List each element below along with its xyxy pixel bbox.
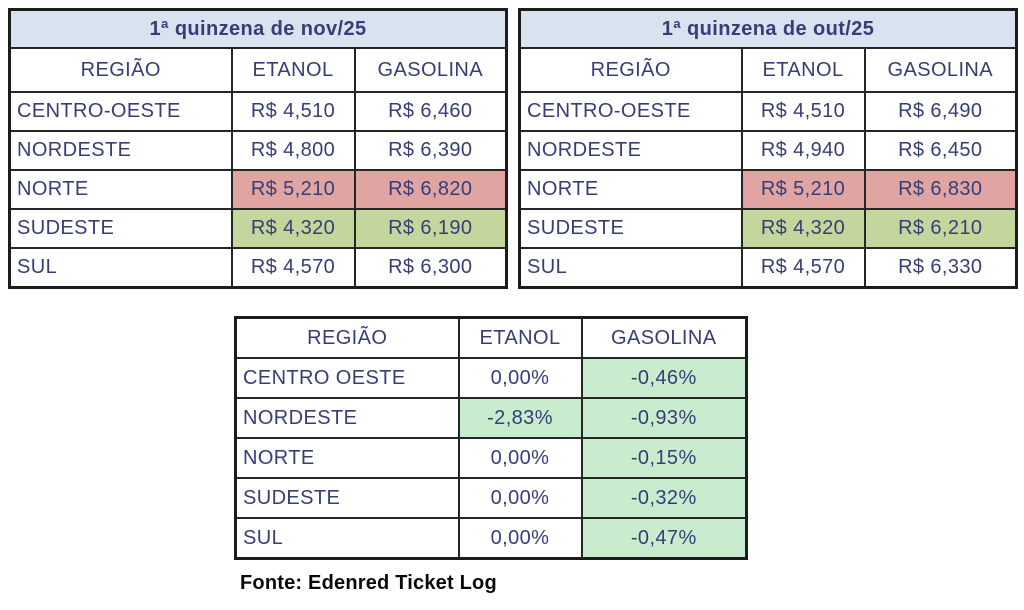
etanol-cell: R$ 4,510 bbox=[230, 91, 356, 132]
etanol-cell-lowest: R$ 4,320 bbox=[230, 208, 356, 249]
etanol-variation-cell: 0,00% bbox=[457, 437, 583, 479]
table-row: SUL R$ 4,570 R$ 6,300 bbox=[8, 247, 508, 289]
region-cell: NORTE bbox=[8, 169, 233, 210]
etanol-cell: R$ 4,510 bbox=[740, 91, 866, 132]
etanol-cell-highest: R$ 5,210 bbox=[740, 169, 866, 210]
gasolina-cell: R$ 6,460 bbox=[353, 91, 508, 132]
region-cell: SUDESTE bbox=[518, 208, 743, 249]
table-row: NORTE R$ 5,210 R$ 6,830 bbox=[518, 169, 1018, 210]
gasolina-cell: R$ 6,490 bbox=[863, 91, 1018, 132]
region-cell: CENTRO-OESTE bbox=[518, 91, 743, 132]
gasolina-cell: R$ 6,330 bbox=[863, 247, 1018, 289]
table-header-row: REGIÃO ETANOL GASOLINA bbox=[518, 47, 1018, 93]
column-header-regiao: REGIÃO bbox=[518, 47, 743, 93]
column-header-etanol: ETANOL bbox=[740, 47, 866, 93]
etanol-cell: R$ 4,570 bbox=[230, 247, 356, 289]
region-cell: NORDESTE bbox=[234, 397, 460, 439]
table-title: 1ª quinzena de nov/25 bbox=[8, 8, 508, 49]
region-cell: SUDESTE bbox=[8, 208, 233, 249]
table-row: NORTE R$ 5,210 R$ 6,820 bbox=[8, 169, 508, 210]
etanol-variation-cell: 0,00% bbox=[457, 517, 583, 560]
table-row: SUDESTE 0,00% -0,32% bbox=[234, 477, 748, 519]
region-cell: NORDESTE bbox=[518, 130, 743, 171]
gasolina-variation-cell: -0,32% bbox=[580, 477, 748, 519]
gasolina-cell: R$ 6,450 bbox=[863, 130, 1018, 171]
gasolina-variation-cell: -0,47% bbox=[580, 517, 748, 560]
table-row: SUDESTE R$ 4,320 R$ 6,210 bbox=[518, 208, 1018, 249]
column-header-etanol: ETANOL bbox=[457, 316, 583, 359]
table-row: SUL R$ 4,570 R$ 6,330 bbox=[518, 247, 1018, 289]
gasolina-cell: R$ 6,300 bbox=[353, 247, 508, 289]
table-title-row: 1ª quinzena de out/25 bbox=[518, 8, 1018, 49]
column-header-gasolina: GASOLINA bbox=[863, 47, 1018, 93]
gasolina-cell-lowest: R$ 6,190 bbox=[353, 208, 508, 249]
table-row: NORTE 0,00% -0,15% bbox=[234, 437, 748, 479]
region-cell: SUL bbox=[234, 517, 460, 560]
etanol-variation-cell: 0,00% bbox=[457, 357, 583, 399]
column-header-regiao: REGIÃO bbox=[8, 47, 233, 93]
region-cell: SUDESTE bbox=[234, 477, 460, 519]
gasolina-cell-highest: R$ 6,820 bbox=[353, 169, 508, 210]
table-row: NORDESTE -2,83% -0,93% bbox=[234, 397, 748, 439]
table-row: CENTRO-OESTE R$ 4,510 R$ 6,460 bbox=[8, 91, 508, 132]
gasolina-cell: R$ 6,390 bbox=[353, 130, 508, 171]
column-header-etanol: ETANOL bbox=[230, 47, 356, 93]
etanol-cell: R$ 4,800 bbox=[230, 130, 356, 171]
table-row: CENTRO OESTE 0,00% -0,46% bbox=[234, 357, 748, 399]
table-title: 1ª quinzena de out/25 bbox=[518, 8, 1018, 49]
region-cell: SUL bbox=[8, 247, 233, 289]
table-row: SUL 0,00% -0,47% bbox=[234, 517, 748, 560]
etanol-cell-highest: R$ 5,210 bbox=[230, 169, 356, 210]
table-header-row: REGIÃO ETANOL GASOLINA bbox=[8, 47, 508, 93]
table-out-quinzena: 1ª quinzena de out/25 REGIÃO ETANOL GASO… bbox=[518, 8, 1019, 289]
column-header-regiao: REGIÃO bbox=[234, 316, 460, 359]
gasolina-variation-cell: -0,15% bbox=[580, 437, 748, 479]
gasolina-variation-cell: -0,93% bbox=[580, 397, 748, 439]
table-header-row: REGIÃO ETANOL GASOLINA bbox=[234, 316, 748, 359]
source-note: Fonte: Edenred Ticket Log bbox=[240, 572, 497, 594]
table-row: SUDESTE R$ 4,320 R$ 6,190 bbox=[8, 208, 508, 249]
etanol-cell: R$ 4,570 bbox=[740, 247, 866, 289]
region-cell: NORTE bbox=[518, 169, 743, 210]
table-title-row: 1ª quinzena de nov/25 bbox=[8, 8, 508, 49]
gasolina-variation-cell: -0,46% bbox=[580, 357, 748, 399]
region-cell: SUL bbox=[518, 247, 743, 289]
region-cell: NORDESTE bbox=[8, 130, 233, 171]
table-variation: REGIÃO ETANOL GASOLINA CENTRO OESTE 0,00… bbox=[234, 316, 748, 560]
region-cell: CENTRO OESTE bbox=[234, 357, 460, 399]
column-header-gasolina: GASOLINA bbox=[353, 47, 508, 93]
etanol-variation-cell: 0,00% bbox=[457, 477, 583, 519]
gasolina-cell-highest: R$ 6,830 bbox=[863, 169, 1018, 210]
table-row: NORDESTE R$ 4,940 R$ 6,450 bbox=[518, 130, 1018, 171]
table-row: CENTRO-OESTE R$ 4,510 R$ 6,490 bbox=[518, 91, 1018, 132]
etanol-variation-cell: -2,83% bbox=[457, 397, 583, 439]
column-header-gasolina: GASOLINA bbox=[580, 316, 748, 359]
etanol-cell-lowest: R$ 4,320 bbox=[740, 208, 866, 249]
etanol-cell: R$ 4,940 bbox=[740, 130, 866, 171]
region-cell: CENTRO-OESTE bbox=[8, 91, 233, 132]
gasolina-cell-lowest: R$ 6,210 bbox=[863, 208, 1018, 249]
table-nov-quinzena: 1ª quinzena de nov/25 REGIÃO ETANOL GASO… bbox=[8, 8, 509, 289]
region-cell: NORTE bbox=[234, 437, 460, 479]
table-row: NORDESTE R$ 4,800 R$ 6,390 bbox=[8, 130, 508, 171]
